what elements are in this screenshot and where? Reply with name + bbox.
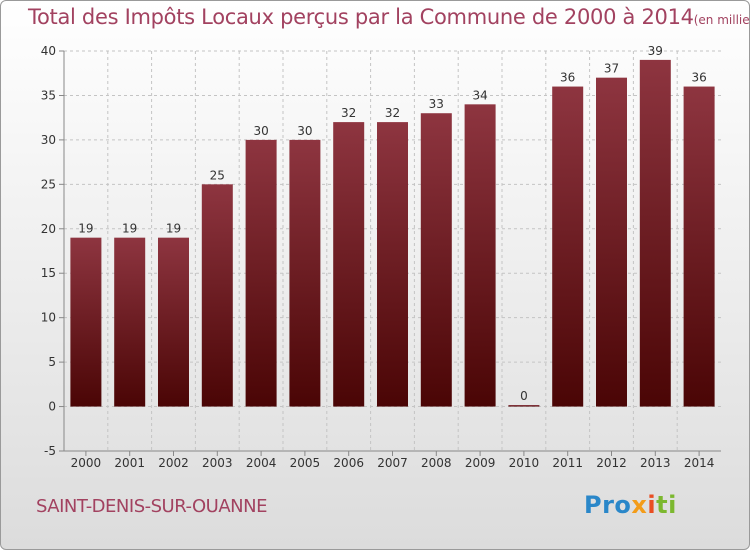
chart-title: Total des Impôts Locaux perçus par la Co… bbox=[28, 5, 750, 29]
title-unit: (en milliers d'€) bbox=[693, 13, 750, 27]
value-label-2002: 19 bbox=[166, 222, 181, 236]
proxiti-logo[interactable]: Proxiti bbox=[584, 491, 677, 519]
bar-2001 bbox=[114, 237, 146, 407]
y-tick-label: 5 bbox=[48, 355, 56, 369]
value-label-2014: 36 bbox=[691, 71, 706, 85]
x-tick-label-2003: 2003 bbox=[202, 456, 233, 470]
x-tick-label-2005: 2005 bbox=[290, 456, 321, 470]
bar-2010 bbox=[508, 405, 540, 407]
x-tick-label-2007: 2007 bbox=[377, 456, 408, 470]
value-label-2009: 34 bbox=[472, 88, 487, 102]
bar-2009 bbox=[464, 104, 496, 407]
title-text: Total des Impôts Locaux perçus par la Co… bbox=[28, 5, 694, 29]
x-tick-label-2011: 2011 bbox=[552, 456, 583, 470]
commune-name: SAINT-DENIS-SUR-OUANNE bbox=[36, 496, 267, 517]
y-tick-label: 25 bbox=[41, 177, 56, 191]
x-tick-label-2014: 2014 bbox=[684, 456, 715, 470]
value-label-2003: 25 bbox=[210, 168, 225, 182]
x-tick-label-2010: 2010 bbox=[509, 456, 540, 470]
x-tick-label-2012: 2012 bbox=[596, 456, 627, 470]
value-label-2001: 19 bbox=[122, 222, 137, 236]
bar-2012 bbox=[596, 77, 627, 407]
x-axis-ticks: 2000 2001 2002 2003 2004 2005 2006 2007 2008 2009… bbox=[71, 456, 715, 470]
bar-2007 bbox=[377, 122, 408, 407]
value-labels: 19 19 19 25 30 30 32 32 33 34 0 36 37 39 36 bbox=[78, 44, 706, 403]
x-tick-label-2009: 2009 bbox=[465, 456, 496, 470]
x-tick-label-2008: 2008 bbox=[421, 456, 452, 470]
bar-2000 bbox=[70, 237, 102, 407]
y-tick-label: 35 bbox=[41, 88, 56, 102]
x-tick-label-2002: 2002 bbox=[158, 456, 189, 470]
value-label-2011: 36 bbox=[560, 71, 575, 85]
logo-part-1: Pro bbox=[584, 491, 632, 519]
value-label-2012: 37 bbox=[604, 62, 619, 76]
bar-2006 bbox=[333, 122, 365, 407]
y-tick-label: -5 bbox=[44, 444, 56, 458]
bar-2003 bbox=[201, 184, 233, 407]
y-tick-label: 10 bbox=[41, 311, 56, 325]
axes bbox=[59, 50, 721, 456]
bar-2013 bbox=[639, 59, 671, 407]
logo-part-2: x bbox=[631, 491, 648, 519]
bar-2002 bbox=[158, 237, 189, 407]
bar-2008 bbox=[420, 113, 452, 407]
x-tick-label-2013: 2013 bbox=[640, 456, 671, 470]
y-tick-label: 40 bbox=[41, 44, 56, 58]
logo-part-3: i bbox=[647, 491, 657, 519]
bar-2004 bbox=[245, 139, 277, 407]
y-tick-label: 20 bbox=[41, 222, 56, 236]
x-tick-label-2004: 2004 bbox=[246, 456, 277, 470]
y-tick-label: 15 bbox=[41, 266, 56, 280]
value-label-2005: 30 bbox=[297, 124, 312, 138]
x-tick-label-2000: 2000 bbox=[71, 456, 102, 470]
value-label-2000: 19 bbox=[78, 222, 93, 236]
y-axis-ticks: -5 0 5 10 15 20 25 30 35 40 bbox=[41, 44, 56, 458]
value-label-2006: 32 bbox=[341, 106, 356, 120]
value-label-2004: 30 bbox=[253, 124, 268, 138]
x-tick-label-2001: 2001 bbox=[114, 456, 145, 470]
y-tick-label: 30 bbox=[41, 133, 56, 147]
value-label-2013: 39 bbox=[648, 44, 663, 58]
logo-part-4: ti bbox=[656, 491, 677, 519]
bar-2005 bbox=[289, 139, 321, 407]
bars bbox=[70, 59, 715, 407]
bar-2014 bbox=[683, 86, 715, 407]
x-tick-label-2006: 2006 bbox=[333, 456, 364, 470]
y-tick-label: 0 bbox=[48, 400, 56, 414]
value-label-2007: 32 bbox=[385, 106, 400, 120]
bar-2011 bbox=[552, 86, 584, 407]
value-label-2008: 33 bbox=[429, 97, 444, 111]
value-label-2010: 0 bbox=[520, 389, 528, 403]
